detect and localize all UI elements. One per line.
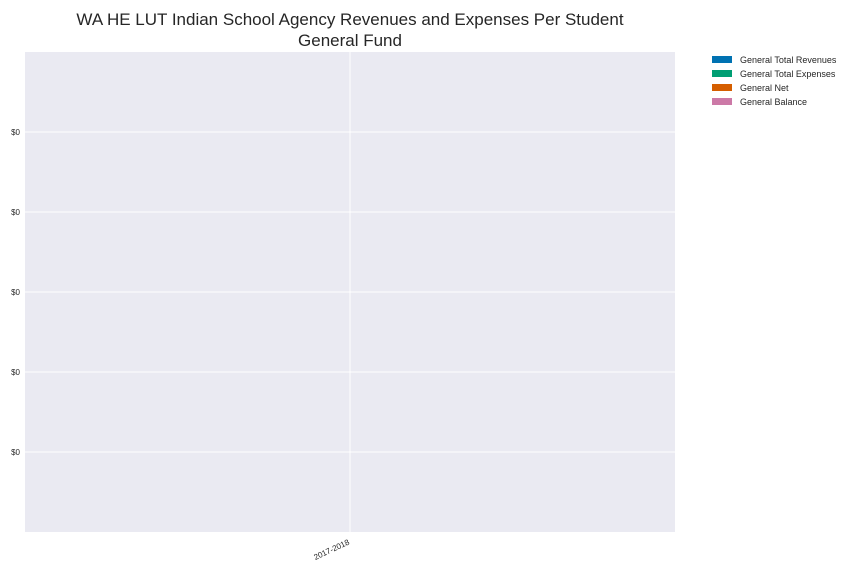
x-axis-ticks: 2017-2018 [312,537,351,562]
legend-item: General Total Revenues [712,55,837,65]
chart-title: WA HE LUT Indian School Agency Revenues … [76,10,623,29]
y-tick-label: $0 [11,368,20,377]
y-tick-label: $0 [11,288,20,297]
legend-swatch [712,84,732,91]
y-tick-label: $0 [11,208,20,217]
y-tick-label: $0 [11,448,20,457]
legend-label: General Net [740,83,789,93]
grid [25,52,675,532]
legend-label: General Total Revenues [740,55,837,65]
legend-swatch [712,98,732,105]
legend-item: General Total Expenses [712,69,836,79]
y-tick-label: $0 [11,128,20,137]
legend-item: General Balance [712,97,807,107]
x-tick-label: 2017-2018 [312,537,351,562]
legend: General Total Revenues General Total Expe… [712,55,837,107]
legend-item: General Net [712,83,789,93]
chart-subtitle: General Fund [298,31,402,50]
legend-label: General Total Expenses [740,69,836,79]
legend-swatch [712,56,732,63]
legend-label: General Balance [740,97,807,107]
legend-swatch [712,70,732,77]
y-axis-ticks: $0 $0 $0 $0 $0 [11,128,20,457]
